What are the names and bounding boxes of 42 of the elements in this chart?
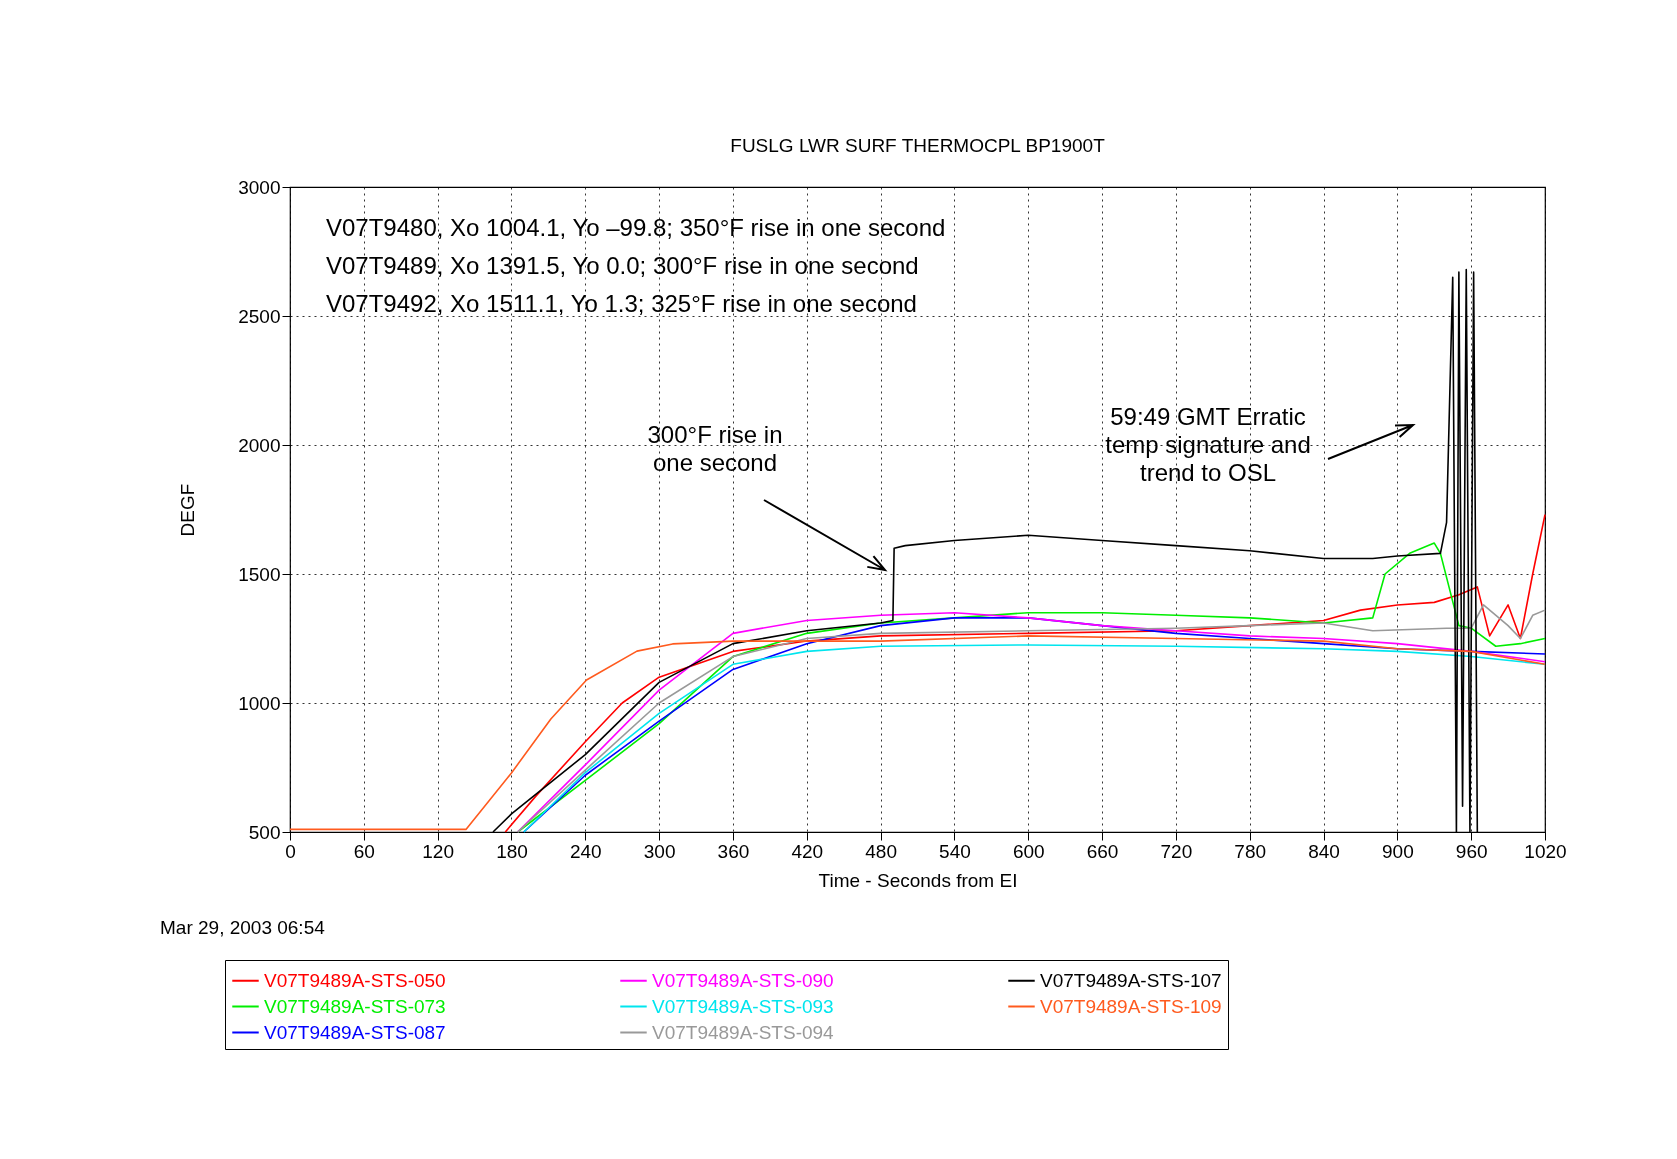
legend-label: V07T9489A-STS-109 (1040, 995, 1222, 1017)
x-tick-label: 660 (1086, 840, 1119, 862)
x-tick-label: 900 (1382, 840, 1414, 862)
chart-title: FUSLG LWR SURF THERMOCPL BP1900T (730, 135, 1106, 156)
annotation: 300°F rise in one second (647, 421, 783, 476)
x-tick-label: 60 (353, 840, 375, 862)
x-tick-label: 360 (717, 840, 750, 862)
x-tick-label: 780 (1234, 840, 1267, 862)
x-tick-label: 180 (496, 840, 528, 862)
line-series (289, 635, 1546, 831)
annotation: 59:49 GMT Erratic temp signature and trend to OSL (1105, 403, 1311, 486)
y-tick-label: 2500 (238, 305, 281, 327)
y-tick-label: 2000 (238, 434, 281, 456)
y-tick-label: 1000 (238, 692, 281, 714)
x-axis-title: Time - Seconds from EI (818, 869, 1018, 891)
x-tick-label: 1020 (1524, 840, 1567, 862)
x-tick-label: 960 (1455, 840, 1488, 862)
y-tick-label: 1500 (238, 563, 281, 585)
x-tick-label: 240 (569, 840, 602, 862)
legend-label: V07T9489A-STS-073 (264, 995, 446, 1017)
text: Mar 29, 2003 06:54 (160, 917, 326, 938)
y-tick-label: 500 (248, 821, 281, 843)
legend-label: V07T9489A-STS-050 (264, 969, 446, 991)
legend-label: V07T9489A-STS-094 (652, 1021, 835, 1043)
annotation: V07T9492, Xo 1511.1, Yo 1.3; 325°F rise in one second (326, 290, 917, 317)
x-tick-label: 720 (1160, 840, 1193, 862)
y-axis-title: DEGF (177, 483, 199, 537)
annotation: V07T9480, Xo 1004.1, Yo –99.8; 350°F rise in one second (326, 214, 946, 241)
legend-label: V07T9489A-STS-093 (652, 995, 834, 1017)
x-tick-label: 420 (791, 840, 824, 862)
x-tick-label: 0 (285, 840, 296, 862)
legend-label: V07T9489A-STS-087 (264, 1021, 446, 1043)
x-tick-label: 840 (1308, 840, 1340, 862)
x-tick-label: 300 (643, 840, 676, 862)
x-tick-label: 600 (1012, 840, 1045, 862)
legend-label: V07T9489A-STS-107 (1040, 969, 1222, 991)
x-tick-label: 540 (939, 840, 971, 862)
legend-label: V07T9489A-STS-090 (652, 969, 834, 991)
annotation: V07T9489, Xo 1391.5, Yo 0.0; 300°F rise in one second (326, 252, 919, 279)
y-tick-label: 3000 (238, 176, 281, 198)
x-tick-label: 120 (422, 840, 454, 862)
x-tick-label: 480 (865, 840, 897, 862)
